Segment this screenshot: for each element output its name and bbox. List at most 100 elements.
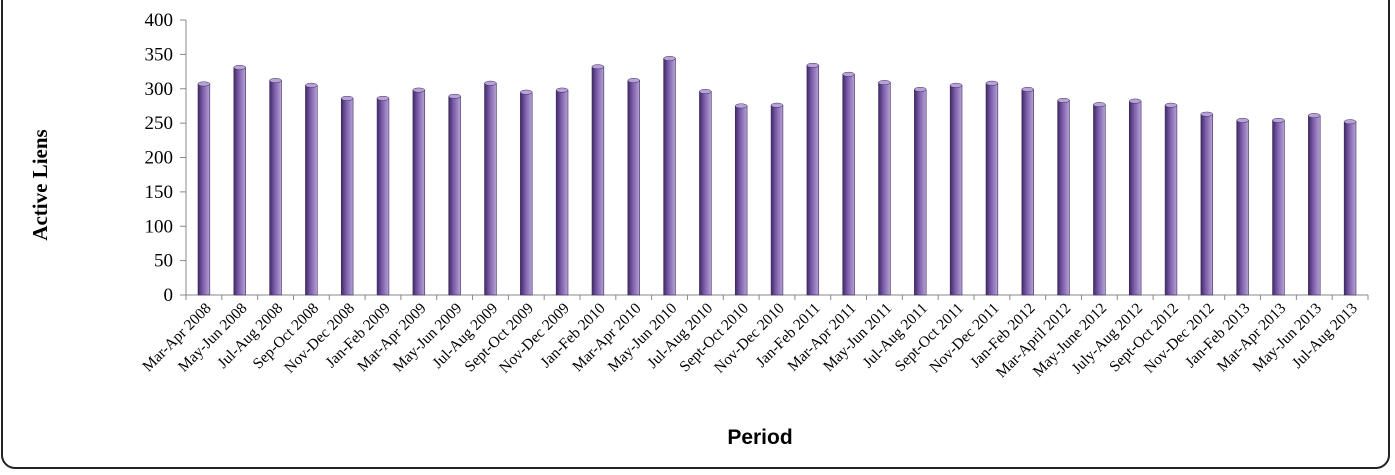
- bar-body: [305, 85, 318, 296]
- bar: [1164, 102, 1178, 296]
- bar: [1128, 98, 1142, 296]
- bar-body: [484, 82, 497, 296]
- bar-body: [412, 89, 426, 296]
- bar: [1272, 117, 1285, 296]
- bar-top: [663, 56, 676, 61]
- y-tick-label: 250: [145, 113, 174, 134]
- bar-top: [1164, 102, 1178, 108]
- y-tick-label: 400: [145, 10, 174, 31]
- bar-top: [735, 103, 748, 109]
- bar-top: [770, 102, 784, 108]
- x-axis-label: Period: [727, 426, 792, 449]
- bar-body: [663, 58, 676, 296]
- bar-body: [1128, 100, 1142, 296]
- bar-top: [1129, 98, 1142, 104]
- bar-top: [520, 89, 533, 95]
- y-axis-ticks: 0 50 100 150 200 250 300 350 400: [145, 10, 186, 306]
- bar-top: [1200, 111, 1213, 117]
- bar-top: [269, 78, 282, 83]
- bar-body: [197, 83, 211, 296]
- bar: [376, 95, 390, 296]
- bar-body: [1236, 120, 1249, 296]
- bar: [1236, 117, 1249, 296]
- y-tick-label: 150: [145, 182, 174, 203]
- y-tick-label: 300: [145, 79, 174, 100]
- bar-top: [305, 82, 318, 88]
- bar-body: [734, 105, 748, 296]
- bar: [269, 78, 282, 296]
- y-tick-label: 350: [145, 44, 174, 65]
- bar: [1057, 97, 1070, 296]
- bar: [340, 95, 354, 296]
- bar: [520, 89, 533, 296]
- bar-top: [448, 93, 461, 99]
- bar: [448, 93, 461, 296]
- bar: [591, 64, 605, 296]
- bar-top: [627, 78, 640, 83]
- bar-top: [233, 64, 246, 70]
- bar-body: [1200, 113, 1214, 296]
- bar-body: [1343, 121, 1357, 296]
- bar-top: [197, 81, 211, 87]
- bar-body: [1308, 115, 1321, 296]
- y-tick-label: 100: [145, 216, 174, 237]
- bar-body: [806, 65, 820, 296]
- bar-top: [699, 89, 712, 94]
- y-tick-label: 50: [154, 251, 173, 272]
- bar: [663, 56, 676, 296]
- bar-body: [448, 96, 461, 296]
- bar-body: [269, 80, 282, 296]
- bar: [1343, 119, 1357, 296]
- bar: [484, 80, 497, 296]
- bar-top: [412, 87, 425, 93]
- bar: [699, 89, 712, 296]
- bar-top: [878, 80, 891, 86]
- bar-body: [591, 66, 605, 296]
- bar-top: [555, 87, 569, 93]
- bar-top: [842, 71, 855, 77]
- bar-top: [1236, 117, 1249, 123]
- bar-top: [1057, 97, 1070, 103]
- bar-top: [1093, 102, 1106, 108]
- bar: [985, 80, 999, 296]
- bar-body: [949, 85, 963, 296]
- bar-body: [699, 91, 712, 296]
- bar-top: [1343, 119, 1357, 125]
- bar-body: [1093, 104, 1106, 296]
- bar-top: [591, 64, 605, 70]
- bar-body: [914, 89, 927, 296]
- bar-body: [878, 82, 891, 296]
- bar-top: [806, 62, 819, 68]
- y-axis-label: Active Liens: [28, 129, 52, 240]
- bar-body: [842, 74, 855, 296]
- bar-body: [233, 67, 246, 296]
- bar-top: [484, 80, 497, 86]
- bar-top: [949, 82, 963, 88]
- bar-body: [376, 98, 390, 296]
- bar: [555, 87, 569, 296]
- bar-top: [1272, 117, 1285, 123]
- bar-series: [197, 56, 1357, 296]
- bar: [914, 86, 927, 296]
- bar: [770, 102, 784, 296]
- bar-body: [770, 104, 784, 296]
- bar: [842, 71, 855, 296]
- bar-top: [914, 86, 927, 92]
- y-tick-label: 200: [145, 148, 174, 169]
- bar-body: [520, 91, 533, 296]
- y-tick-label: 0: [164, 285, 174, 306]
- bar: [627, 78, 640, 296]
- bar-top: [341, 95, 354, 101]
- bar: [878, 80, 891, 296]
- bar: [1200, 111, 1214, 296]
- bar-body: [1057, 100, 1070, 296]
- bar: [197, 81, 211, 296]
- bar: [1093, 102, 1106, 296]
- bar-top: [1308, 113, 1321, 119]
- bar: [412, 87, 426, 296]
- bar: [233, 64, 246, 296]
- bar-body: [555, 89, 569, 296]
